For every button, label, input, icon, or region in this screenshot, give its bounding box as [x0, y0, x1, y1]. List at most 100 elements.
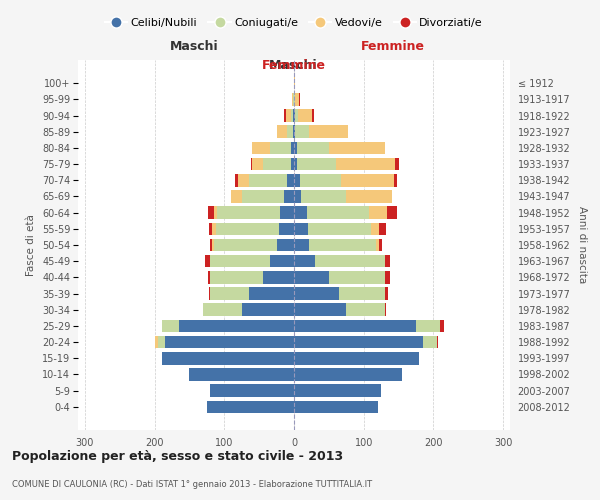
- Bar: [214, 238, 294, 252]
- Bar: [294, 304, 386, 316]
- Bar: [294, 190, 392, 203]
- Bar: [294, 109, 298, 122]
- Bar: [252, 158, 294, 170]
- Bar: [294, 304, 346, 316]
- Bar: [294, 174, 299, 186]
- Bar: [294, 93, 300, 106]
- Legend: Celibi/Nubili, Coniugati/e, Vedovi/e, Divorziati/e: Celibi/Nubili, Coniugati/e, Vedovi/e, Di…: [101, 14, 487, 32]
- Bar: [190, 368, 294, 381]
- Bar: [294, 158, 336, 170]
- Bar: [294, 336, 423, 348]
- Bar: [294, 352, 419, 364]
- Bar: [294, 320, 416, 332]
- Bar: [294, 174, 394, 186]
- Bar: [294, 271, 329, 283]
- Bar: [214, 206, 294, 219]
- Bar: [294, 190, 392, 203]
- Bar: [211, 255, 294, 268]
- Bar: [211, 271, 294, 283]
- Text: COMUNE DI CAULONIA (RC) - Dati ISTAT 1° gennaio 2013 - Elaborazione TUTTITALIA.I: COMUNE DI CAULONIA (RC) - Dati ISTAT 1° …: [12, 480, 372, 489]
- Bar: [277, 238, 294, 252]
- Text: Femmine: Femmine: [361, 40, 425, 52]
- Bar: [294, 271, 385, 283]
- Bar: [294, 384, 381, 397]
- Bar: [294, 222, 308, 235]
- Bar: [290, 158, 294, 170]
- Bar: [209, 222, 294, 235]
- Bar: [292, 93, 294, 106]
- Bar: [294, 238, 310, 252]
- Bar: [249, 287, 294, 300]
- Bar: [216, 222, 294, 235]
- Bar: [277, 126, 294, 138]
- Bar: [203, 304, 294, 316]
- Bar: [286, 109, 294, 122]
- Bar: [294, 222, 386, 235]
- Bar: [294, 77, 295, 90]
- Bar: [284, 109, 294, 122]
- Bar: [269, 255, 294, 268]
- Bar: [291, 109, 294, 122]
- Bar: [207, 400, 294, 413]
- Bar: [294, 142, 329, 154]
- Bar: [294, 287, 385, 300]
- Bar: [211, 287, 294, 300]
- Bar: [249, 174, 294, 186]
- Text: Femmine: Femmine: [262, 59, 326, 72]
- Bar: [294, 336, 437, 348]
- Bar: [294, 320, 444, 332]
- Bar: [294, 368, 402, 381]
- Bar: [242, 304, 294, 316]
- Bar: [161, 352, 294, 364]
- Bar: [294, 304, 385, 316]
- Bar: [211, 384, 294, 397]
- Bar: [294, 93, 299, 106]
- Bar: [294, 238, 376, 252]
- Bar: [242, 190, 294, 203]
- Bar: [161, 352, 294, 364]
- Bar: [263, 271, 294, 283]
- Bar: [294, 384, 381, 397]
- Bar: [269, 142, 294, 154]
- Bar: [251, 158, 294, 170]
- Bar: [190, 368, 294, 381]
- Bar: [207, 400, 294, 413]
- Bar: [294, 368, 402, 381]
- Bar: [294, 384, 381, 397]
- Bar: [294, 109, 314, 122]
- Bar: [294, 336, 438, 348]
- Bar: [155, 336, 294, 348]
- Bar: [203, 304, 294, 316]
- Bar: [294, 158, 395, 170]
- Bar: [294, 320, 440, 332]
- Bar: [284, 190, 294, 203]
- Bar: [294, 336, 437, 348]
- Bar: [294, 190, 346, 203]
- Bar: [165, 336, 294, 348]
- Bar: [190, 368, 294, 381]
- Bar: [294, 158, 298, 170]
- Bar: [287, 126, 294, 138]
- Bar: [277, 126, 294, 138]
- Bar: [294, 400, 377, 413]
- Bar: [205, 255, 294, 268]
- Bar: [161, 352, 294, 364]
- Bar: [290, 142, 294, 154]
- Bar: [294, 368, 402, 381]
- Bar: [294, 77, 295, 90]
- Bar: [158, 336, 294, 348]
- Bar: [294, 222, 379, 235]
- Bar: [294, 126, 347, 138]
- Bar: [294, 320, 440, 332]
- Bar: [294, 255, 390, 268]
- Bar: [231, 190, 294, 203]
- Bar: [211, 255, 294, 268]
- Bar: [161, 320, 294, 332]
- Bar: [294, 222, 371, 235]
- Bar: [294, 93, 295, 106]
- Bar: [294, 400, 377, 413]
- Bar: [294, 384, 381, 397]
- Bar: [294, 126, 347, 138]
- Bar: [294, 368, 402, 381]
- Y-axis label: Fasce di età: Fasce di età: [26, 214, 37, 276]
